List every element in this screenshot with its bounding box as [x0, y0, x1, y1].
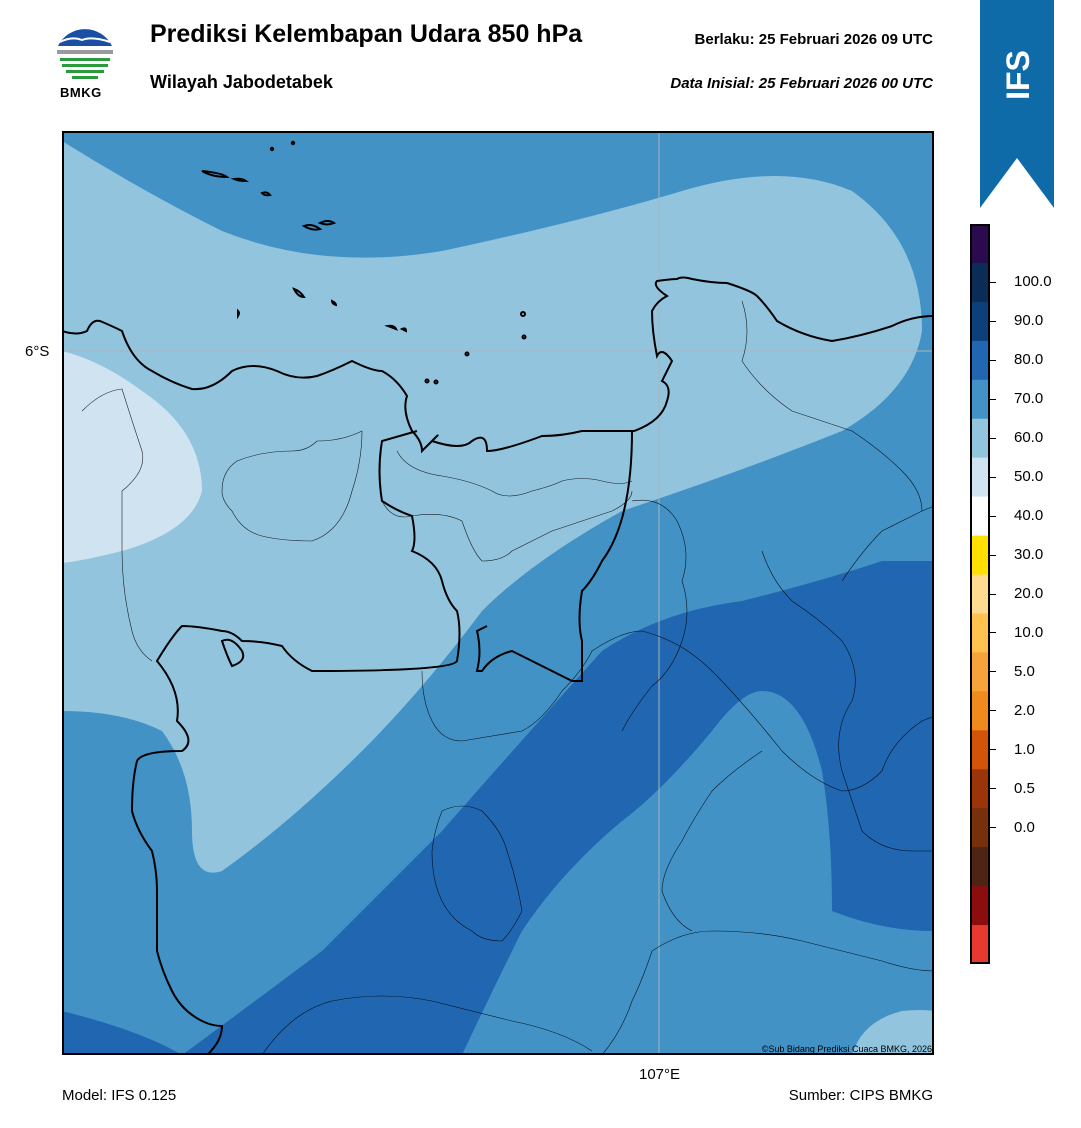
- colorbar-tick: [990, 515, 996, 517]
- colorbar-swatch: [970, 340, 990, 381]
- colorbar-swatch: [970, 224, 990, 264]
- colorbar-tick-label: 30.0: [1014, 546, 1044, 564]
- colorbar-tick-label: 100.0: [1014, 273, 1052, 291]
- colorbar-swatch: [970, 847, 990, 887]
- colorbar-swatch: [970, 769, 990, 809]
- colorbar-swatch: [970, 808, 990, 848]
- colorbar-tick-label: 2.0: [1014, 701, 1035, 719]
- colorbar-swatch: [970, 262, 990, 303]
- colorbar-tick: [990, 554, 996, 556]
- band-50-60: [62, 351, 202, 563]
- colorbar-swatch: [970, 535, 990, 576]
- colorbar-swatch: [970, 379, 990, 420]
- colorbar-tick-label: 0.5: [1014, 779, 1035, 797]
- band-80-90: [182, 561, 934, 1055]
- colorbar-tick-label: 70.0: [1014, 390, 1044, 408]
- lon-tick-label: 107°E: [639, 1066, 681, 1083]
- colorbar-tick: [990, 749, 996, 751]
- page-title: Prediksi Kelembapan Udara 850 hPa: [150, 20, 583, 48]
- colorbar-tick-label: 0.0: [1014, 818, 1035, 836]
- colorbar-tick: [990, 281, 996, 283]
- colorbar-swatch: [970, 457, 990, 498]
- colorbar-tick-label: 80.0: [1014, 351, 1044, 369]
- colorbar-tick: [990, 827, 996, 829]
- colorbar-tick: [990, 632, 996, 634]
- source-label: Sumber: CIPS BMKG: [788, 1087, 933, 1104]
- colorbar-swatch: [970, 691, 990, 731]
- valid-time: Berlaku: 25 Februari 2026 09 UTC: [694, 31, 933, 48]
- band-60-70: [62, 141, 922, 873]
- page-subtitle: Wilayah Jabodetabek: [150, 72, 333, 92]
- colorbar-swatch: [970, 652, 990, 692]
- colorbar-tick: [990, 320, 996, 322]
- colorbar-tick: [990, 710, 996, 712]
- colorbar-swatch: [970, 418, 990, 459]
- colorbar-tick: [990, 398, 996, 400]
- colorbar-tick: [990, 359, 996, 361]
- band-80-90-sw: [62, 1011, 182, 1055]
- colorbar-tick-label: 90.0: [1014, 312, 1044, 330]
- colorbar-tick-label: 5.0: [1014, 662, 1035, 680]
- colorbar-tick-label: 40.0: [1014, 507, 1044, 525]
- lat-tick-label: 6°S: [25, 343, 50, 360]
- colorbar-swatch: [970, 301, 990, 342]
- copyright-text: ©Sub Bidang Prediksi Cuaca BMKG, 2026: [761, 1044, 932, 1054]
- colorbar-swatch: [970, 886, 990, 926]
- colorbar-tick-label: 1.0: [1014, 740, 1035, 758]
- colorbar-tick: [990, 476, 996, 478]
- coastline: [62, 276, 934, 454]
- colorbar-tick: [990, 671, 996, 673]
- model-label: Model: IFS 0.125: [62, 1087, 177, 1104]
- init-time: Data Inisial: 25 Februari 2026 00 UTC: [670, 75, 933, 92]
- colorbar-tick-label: 10.0: [1014, 623, 1044, 641]
- logo-text: BMKG: [60, 85, 102, 100]
- band-60-70-se: [852, 1010, 934, 1055]
- colorbar-tick-label: 20.0: [1014, 585, 1044, 602]
- colorbar-swatch: [970, 496, 990, 537]
- colorbar: [970, 224, 990, 964]
- colorbar-tick-label: 50.0: [1014, 468, 1044, 486]
- colorbar-swatch: [970, 730, 990, 770]
- colorbar-swatch: [970, 574, 990, 614]
- colorbar-swatch: [970, 925, 990, 964]
- colorbar-tick: [990, 593, 996, 595]
- humidity-map: [62, 131, 934, 1055]
- colorbar-tick-label: 60.0: [1014, 429, 1044, 447]
- colorbar-tick: [990, 437, 996, 439]
- ifs-ribbon: [980, 0, 1054, 208]
- colorbar-swatch: [970, 613, 990, 653]
- bmkg-logo: [55, 23, 115, 83]
- ifs-ribbon-label: IFS: [999, 50, 1036, 100]
- colorbar-tick: [990, 788, 996, 790]
